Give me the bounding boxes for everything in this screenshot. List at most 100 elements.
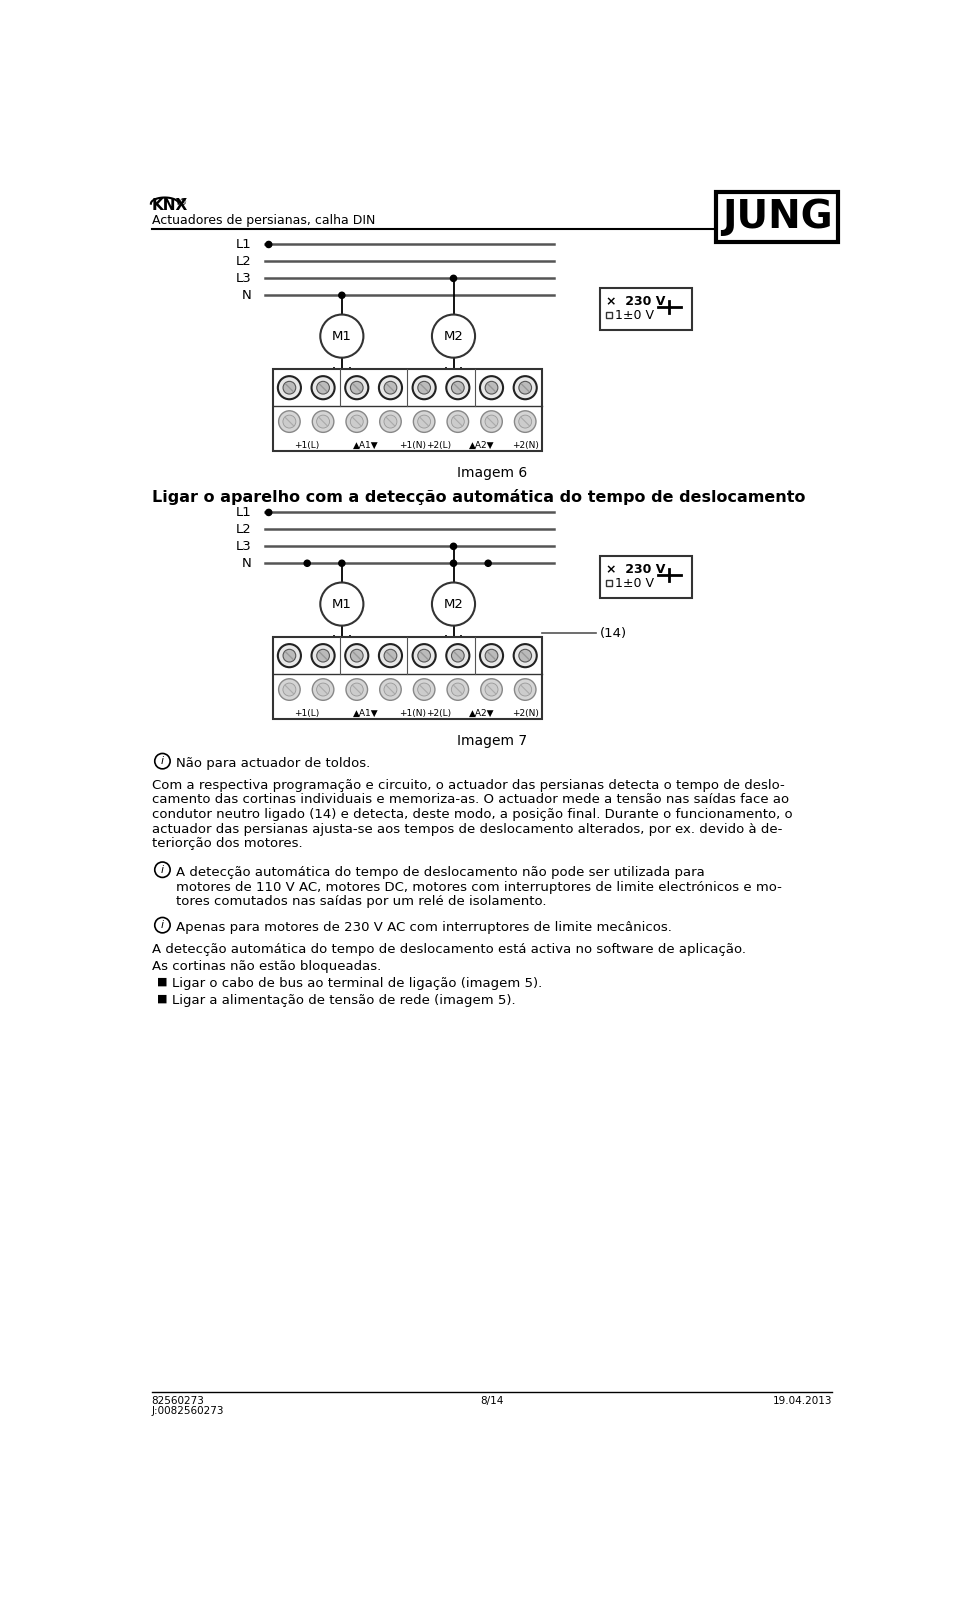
Circle shape [350,381,363,394]
Text: Actuadores de persianas, calha DIN: Actuadores de persianas, calha DIN [152,213,375,227]
Text: KNX: KNX [152,199,188,213]
Text: M2: M2 [444,330,464,343]
Bar [600,288,692,330]
Text: +2(N): +2(N) [513,440,540,450]
Text: A detecção automática do tempo de deslocamento não pode ser utilizada para: A detecção automática do tempo de desloc… [177,866,705,879]
Text: As cortinas não estão bloqueadas.: As cortinas não estão bloqueadas. [152,961,381,973]
Circle shape [312,376,335,399]
Circle shape [283,684,296,696]
Circle shape [518,381,532,394]
Text: +2(L): +2(L) [426,440,451,450]
Circle shape [266,509,272,516]
Circle shape [518,415,532,427]
Circle shape [515,679,536,700]
Text: N: N [242,557,252,570]
Circle shape [413,376,436,399]
Text: Com a respectiva programação e circuito, o actuador das persianas detecta o temp: Com a respectiva programação e circuito,… [152,778,784,792]
Circle shape [346,644,369,668]
Text: 1±0 V: 1±0 V [615,309,654,322]
Circle shape [312,411,334,432]
Text: condutor neutro ligado (14) e detecta, deste modo, a posição final. Durante o fu: condutor neutro ligado (14) e detecta, d… [152,809,792,821]
Circle shape [446,644,469,668]
Text: actuador das persianas ajusta-se aos tempos de deslocamento alterados, por ex. d: actuador das persianas ajusta-se aos tem… [152,823,782,836]
Text: ▲A1▼: ▲A1▼ [353,440,379,450]
Text: Apenas para motores de 230 V AC com interruptores de limite mecânicos.: Apenas para motores de 230 V AC com inte… [177,921,672,935]
Circle shape [447,679,468,700]
Text: +1(L): +1(L) [294,709,320,717]
Text: ▲A1▼: ▲A1▼ [353,709,379,717]
Text: A detecção automática do tempo de deslocamento está activa no software de aplica: A detecção automática do tempo de desloc… [152,943,746,956]
Text: ×  230 V: × 230 V [606,564,665,576]
Text: L2: L2 [236,524,252,536]
Circle shape [384,684,396,696]
Bar [606,312,612,319]
Bar [273,370,542,451]
Circle shape [379,411,401,432]
Circle shape [485,381,498,394]
Circle shape [418,415,431,427]
Circle shape [414,679,435,700]
Circle shape [350,415,363,427]
Bar [273,637,542,719]
Text: i: i [161,756,164,767]
Text: L2: L2 [236,255,252,267]
Text: +1(N): +1(N) [399,440,426,450]
Text: +2(L): +2(L) [426,709,451,717]
Circle shape [283,415,296,427]
Circle shape [480,644,503,668]
Text: 1±0 V: 1±0 V [615,576,654,589]
Circle shape [278,679,300,700]
Circle shape [451,650,465,661]
Circle shape [418,381,430,394]
Text: Imagem 6: Imagem 6 [457,466,527,480]
Text: L1: L1 [236,506,252,519]
Circle shape [515,411,536,432]
Text: +2(N): +2(N) [513,709,540,717]
Circle shape [277,644,300,668]
Text: 19.04.2013: 19.04.2013 [773,1396,832,1406]
Circle shape [277,376,300,399]
Text: i: i [161,865,164,874]
Text: motores de 110 V AC, motores DC, motores com interruptores de limite electrónico: motores de 110 V AC, motores DC, motores… [177,881,782,893]
Text: (14): (14) [600,628,627,640]
Text: camento das cortinas individuais e memoriza-as. O actuador mede a tensão nas saí: camento das cortinas individuais e memor… [152,794,789,807]
Text: ■: ■ [157,994,168,1004]
Circle shape [304,560,310,567]
Text: L3: L3 [236,540,252,552]
Circle shape [283,381,296,394]
Circle shape [450,560,457,567]
Circle shape [432,314,475,357]
Circle shape [518,684,532,696]
Circle shape [514,644,537,668]
Text: 8/14: 8/14 [480,1396,504,1406]
Circle shape [384,650,396,661]
Circle shape [350,650,363,661]
Text: ®: ® [179,199,187,207]
Circle shape [312,679,334,700]
Text: ■: ■ [157,977,168,986]
Bar [606,580,612,586]
Text: N: N [242,288,252,303]
Text: J:0082560273: J:0082560273 [152,1406,224,1415]
Circle shape [379,376,402,399]
Circle shape [317,650,329,661]
Circle shape [266,242,272,248]
Circle shape [414,411,435,432]
Circle shape [346,411,368,432]
Text: +1(L): +1(L) [294,440,320,450]
Circle shape [485,650,498,661]
Circle shape [450,543,457,549]
Circle shape [278,411,300,432]
Circle shape [312,644,335,668]
Circle shape [321,314,364,357]
Circle shape [450,275,457,282]
Text: M1: M1 [332,330,351,343]
Circle shape [346,679,368,700]
Text: tores comutados nas saídas por um relé de isolamento.: tores comutados nas saídas por um relé d… [177,895,547,908]
Circle shape [339,293,345,298]
Circle shape [384,381,396,394]
Circle shape [379,644,402,668]
Circle shape [379,679,401,700]
Circle shape [418,684,431,696]
Text: Ligar o aparelho com a detecção automática do tempo de deslocamento: Ligar o aparelho com a detecção automáti… [152,490,805,506]
